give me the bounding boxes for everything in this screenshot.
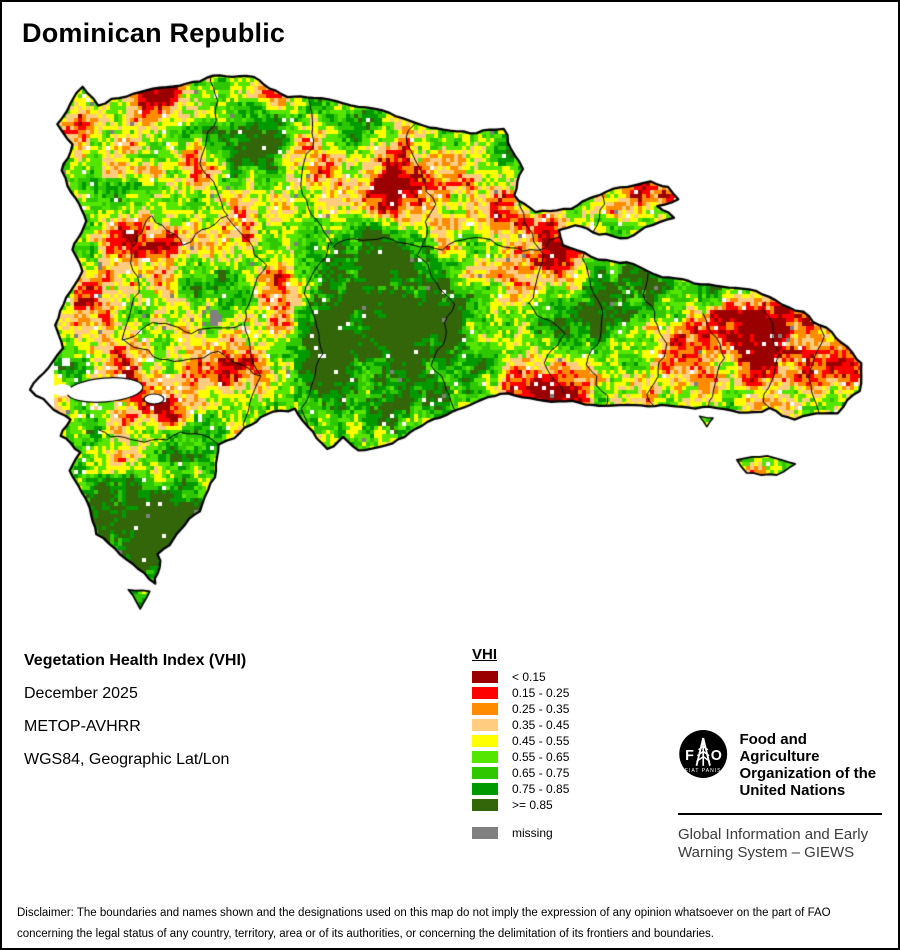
- legend-swatch: [472, 751, 498, 763]
- legend-swatch: [472, 783, 498, 795]
- legend-swatch: [472, 799, 498, 811]
- giews-name: Global Information and Early Warning Sys…: [678, 826, 886, 862]
- legend-swatch: [472, 671, 498, 683]
- map-date: December 2025: [24, 685, 138, 702]
- fao-logo-letter-f: F: [685, 748, 694, 764]
- giews-line: Global Information and Early: [678, 826, 869, 843]
- legend-swatch: [472, 703, 498, 715]
- legend-swatch: [472, 687, 498, 699]
- giews-line: Warning System – GIEWS: [678, 844, 855, 861]
- legend-item: 0.15 - 0.25: [472, 686, 642, 700]
- sensor-name: METOP-AVHRR: [24, 718, 141, 735]
- legend-item: 0.55 - 0.65: [472, 750, 642, 764]
- product-name: Vegetation Health Index (VHI): [24, 652, 247, 669]
- legend: VHI < 0.15 0.15 - 0.25 0.25 - 0.35 0.35 …: [472, 646, 642, 843]
- divider: [678, 813, 882, 815]
- legend-swatch: [472, 719, 498, 731]
- fao-logo-icon: F O FIAT PANIS: [679, 730, 728, 778]
- legend-label: 0.25 - 0.35: [512, 702, 570, 716]
- legend-label: 0.55 - 0.65: [512, 750, 570, 764]
- legend-label: < 0.15: [512, 670, 546, 684]
- fao-org-line: Organization of the: [739, 765, 877, 782]
- legend-missing-swatch: [472, 827, 498, 839]
- legend-label: missing: [512, 826, 553, 840]
- fao-org-line: United Nations: [739, 782, 846, 799]
- legend-label: >= 0.85: [512, 798, 553, 812]
- legend-title: VHI: [472, 646, 498, 663]
- legend-item: 0.75 - 0.85: [472, 782, 642, 796]
- legend-item: 0.25 - 0.35: [472, 702, 642, 716]
- legend-item-missing: missing: [472, 826, 642, 840]
- fao-logo-letter-o: O: [711, 748, 722, 764]
- fao-branding-block: F O FIAT PANIS Food and Agriculture Orga…: [678, 728, 886, 862]
- vhi-raster-map: [2, 2, 898, 647]
- disclaimer-text: Disclaimer: The boundaries and names sho…: [17, 907, 831, 940]
- legend-item: < 0.15: [472, 670, 642, 684]
- legend-item: 0.65 - 0.75: [472, 766, 642, 780]
- legend-item: 0.35 - 0.45: [472, 718, 642, 732]
- fao-org-name: Food and Agriculture Organization of the…: [739, 728, 886, 799]
- legend-label: 0.75 - 0.85: [512, 782, 570, 796]
- legend-label: 0.45 - 0.55: [512, 734, 570, 748]
- fao-org-line: Food and Agriculture: [739, 731, 820, 765]
- legend-label: 0.65 - 0.75: [512, 766, 570, 780]
- wheat-ear-icon: [695, 737, 711, 766]
- legend-label: 0.15 - 0.25: [512, 686, 570, 700]
- legend-item: 0.45 - 0.55: [472, 734, 642, 748]
- legend-item: >= 0.85: [472, 798, 642, 812]
- fao-logo-motto: FIAT PANIS: [685, 768, 722, 774]
- map-metadata-block: Vegetation Health Index (VHI) December 2…: [24, 652, 246, 784]
- legend-label: 0.35 - 0.45: [512, 718, 570, 732]
- legend-swatch: [472, 735, 498, 747]
- legend-swatch: [472, 767, 498, 779]
- projection-info: WGS84, Geographic Lat/Lon: [24, 751, 230, 768]
